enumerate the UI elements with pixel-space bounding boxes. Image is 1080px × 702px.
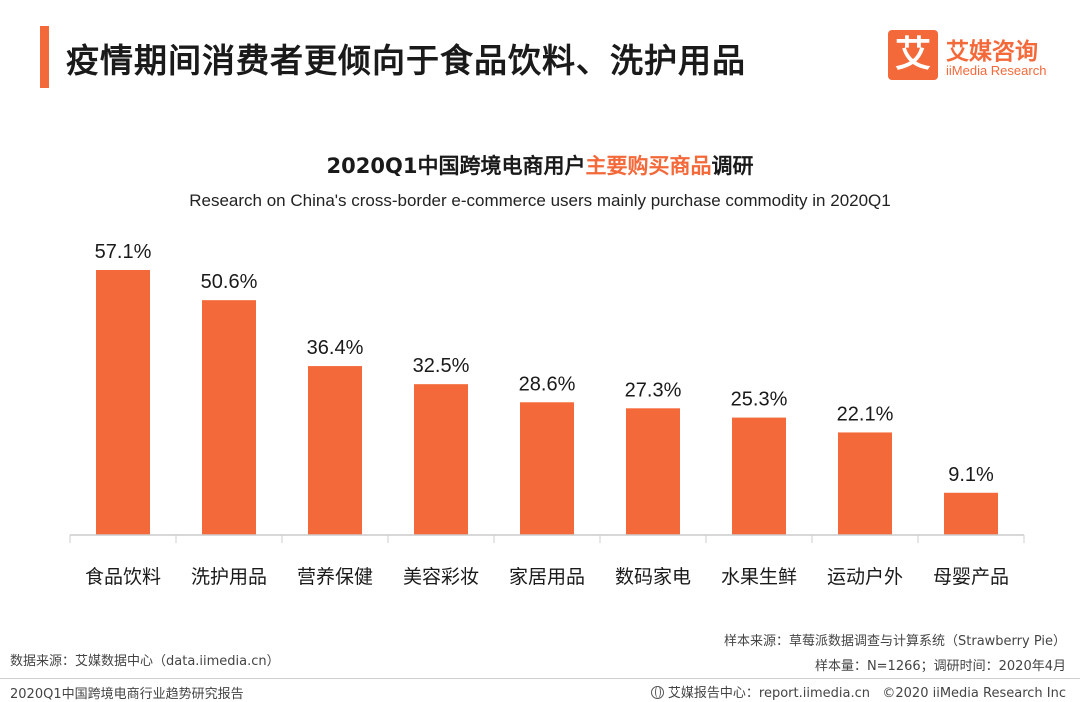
chart-title-post: 调研 — [711, 154, 754, 178]
category-label-3: 营养保健 — [297, 566, 373, 588]
bar-4 — [414, 384, 468, 535]
data-label-8: 22.1% — [837, 403, 894, 425]
logo-chinese-name: 艾媒咨询 — [946, 39, 1038, 65]
category-label-4: 美容彩妆 — [403, 566, 479, 588]
category-label-5: 家居用品 — [509, 566, 585, 588]
chart-title: 2020Q1中国跨境电商用户主要购买商品调研 — [0, 150, 1080, 180]
title-accent-bar — [40, 26, 49, 88]
category-label-1: 食品饮料 — [85, 566, 161, 588]
bar-5 — [520, 402, 574, 535]
category-label-2: 洗护用品 — [191, 566, 267, 588]
report-name: 2020Q1中国跨境电商行业趋势研究报告 — [10, 687, 244, 702]
category-label-9: 母婴产品 — [933, 566, 1009, 588]
bar-2 — [202, 300, 256, 535]
data-label-9: 9.1% — [948, 464, 994, 486]
data-label-4: 32.5% — [413, 355, 470, 377]
logo-english-name: iiMedia Research — [946, 63, 1047, 78]
logo-mark-icon: 艾 — [888, 30, 938, 80]
chart-title-highlight: 主要购买商品 — [585, 154, 712, 178]
footer-divider — [0, 678, 1080, 679]
bar-8 — [838, 432, 892, 535]
data-label-1: 57.1% — [95, 241, 152, 263]
sample-info: 样本量：N=1266；调研时间：2020年4月 — [814, 659, 1066, 674]
copyright: ©2020 iiMedia Research Inc — [882, 686, 1066, 701]
chart-title-pre: 2020Q1中国跨境电商用户 — [326, 154, 586, 178]
bar-7 — [732, 417, 786, 535]
sample-source: 样本来源：草莓派数据调查与计算系统（Strawberry Pie） — [724, 634, 1066, 649]
bar-9 — [944, 492, 998, 535]
footer-right-info: 艾媒报告中心：report.iimedia.cn ©2020 iiMedia R… — [650, 682, 1066, 701]
category-label-8: 运动户外 — [827, 566, 903, 588]
bar-1 — [96, 270, 150, 535]
data-label-3: 36.4% — [307, 337, 364, 359]
category-label-6: 数码家电 — [615, 566, 691, 588]
data-label-7: 25.3% — [731, 389, 788, 411]
report-center-link[interactable]: 艾媒报告中心：report.iimedia.cn — [667, 686, 870, 701]
bar-3 — [308, 366, 362, 535]
bar-6 — [626, 408, 680, 535]
data-label-5: 28.6% — [519, 373, 576, 395]
page-title: 疫情期间消费者更倾向于食品饮料、洗护用品 — [66, 41, 746, 80]
iimedia-logo: 艾 艾媒咨询 iiMedia Research — [888, 30, 1058, 80]
data-label-6: 27.3% — [625, 379, 682, 401]
globe-icon — [650, 686, 664, 699]
data-source: 数据来源：艾媒数据中心（data.iimedia.cn） — [10, 654, 280, 669]
data-label-2: 50.6% — [201, 271, 258, 293]
category-label-7: 水果生鲜 — [721, 566, 797, 588]
chart-subtitle: Research on China's cross-border e-comme… — [189, 191, 891, 210]
bar-chart: 57.1% 食品饮料 50.6% 洗护用品 36.4% 营养保健 32.5% 美容彩妆 28.6… — [69, 241, 1025, 588]
